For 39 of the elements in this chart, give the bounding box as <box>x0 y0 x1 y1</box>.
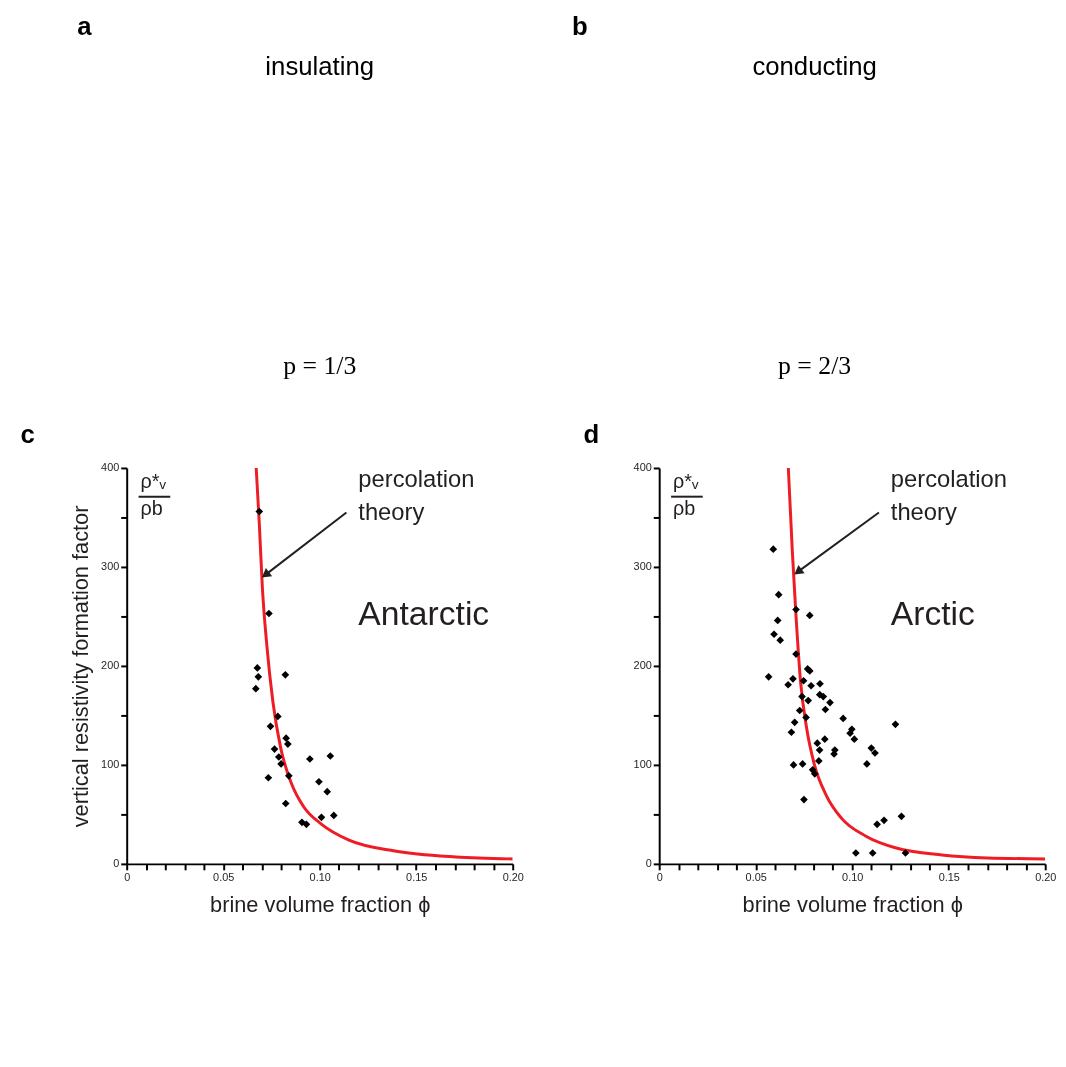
annotation: Antarctic <box>358 595 490 633</box>
annotation: ρ*ᵥ <box>140 469 167 492</box>
y-tick-label: 300 <box>101 560 120 573</box>
y-tick-label: 400 <box>633 461 652 474</box>
y-tick-label: 200 <box>633 659 652 672</box>
y-axis-title: vertical resistivity formation factor <box>68 505 94 828</box>
x-tick-label: 0.15 <box>406 871 428 884</box>
text: b <box>572 12 588 41</box>
x-tick-label: 0.20 <box>502 871 524 884</box>
x-tick-label: 0.20 <box>1035 871 1057 884</box>
y-tick-label: 200 <box>101 659 120 672</box>
y-tick-label: 300 <box>633 560 652 573</box>
x-tick-label: 0.10 <box>309 871 331 884</box>
chart-title: d <box>583 420 600 449</box>
x-axis-title: brine volume fraction ϕ <box>742 891 963 917</box>
chart-title: c <box>20 420 35 449</box>
annotation: ρb <box>140 497 163 520</box>
y-tick-label: 100 <box>101 758 120 771</box>
y-tick-label: 0 <box>645 857 652 870</box>
x-tick-label: 0.15 <box>938 871 960 884</box>
annotation: ρ*ᵥ <box>673 469 700 492</box>
y-tick-label: 100 <box>633 758 652 771</box>
annotation: percolation theory <box>890 464 1007 526</box>
x-tick-label: 0.05 <box>745 871 767 884</box>
x-tick-label: 0.05 <box>213 871 235 884</box>
x-axis-title: brine volume fraction ϕ <box>210 891 431 917</box>
x-tick-label: 0 <box>656 871 663 884</box>
text: insulating <box>265 52 375 81</box>
text: a <box>77 12 93 41</box>
annotation: ρb <box>673 497 696 520</box>
text: p = 2/3 <box>778 350 852 380</box>
x-tick-label: 0.10 <box>842 871 864 884</box>
x-tick-label: 0 <box>124 871 131 884</box>
y-tick-label: 0 <box>113 857 120 870</box>
text: conducting <box>752 52 877 81</box>
y-tick-label: 400 <box>101 461 120 474</box>
annotation: percolation theory <box>358 464 475 526</box>
text: p = 1/3 <box>283 350 357 380</box>
annotation: Arctic <box>890 595 975 633</box>
